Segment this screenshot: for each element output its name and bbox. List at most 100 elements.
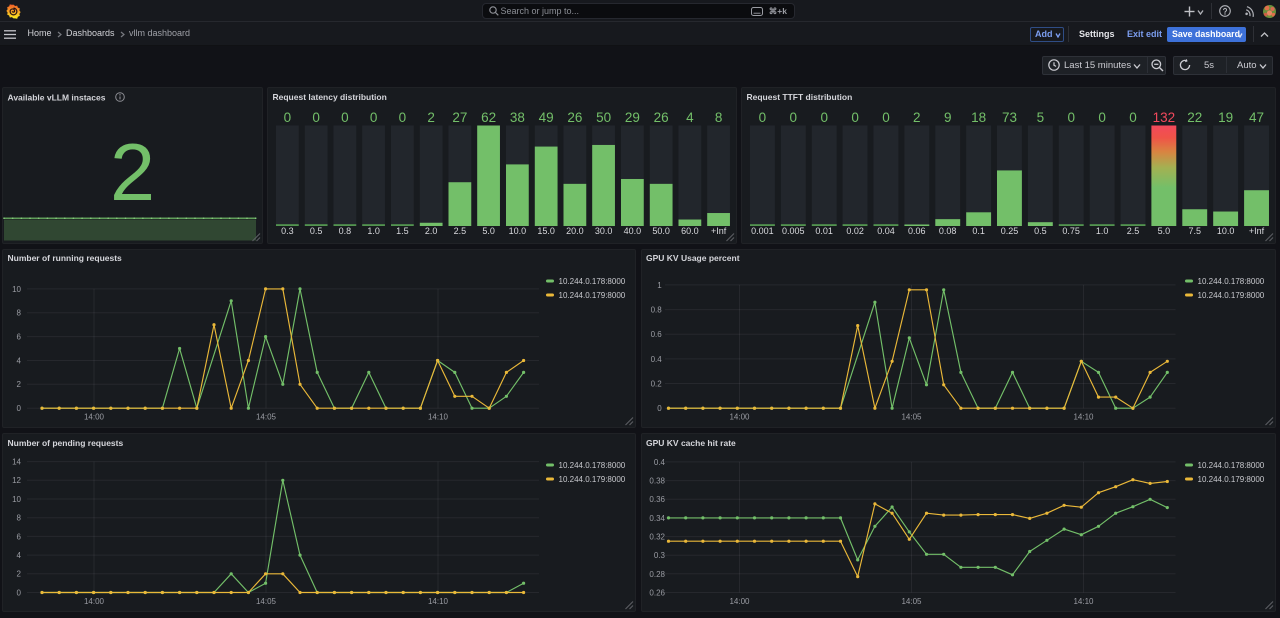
- svg-text:0.2: 0.2: [650, 379, 662, 388]
- svg-text:+Inf: +Inf: [711, 226, 727, 236]
- svg-text:0.25: 0.25: [1001, 226, 1019, 236]
- svg-text:2: 2: [913, 110, 921, 125]
- svg-text:0.75: 0.75: [1062, 226, 1080, 236]
- svg-text:26: 26: [654, 110, 669, 125]
- svg-text:14:05: 14:05: [901, 597, 922, 606]
- svg-text:14:10: 14:10: [1073, 412, 1094, 421]
- svg-text:0.3: 0.3: [281, 226, 294, 236]
- svg-text:0: 0: [341, 110, 349, 125]
- svg-text:50.0: 50.0: [652, 226, 670, 236]
- svg-text:14:05: 14:05: [256, 412, 277, 421]
- svg-text:8: 8: [715, 110, 723, 125]
- svg-text:0: 0: [1067, 110, 1075, 125]
- svg-text:0: 0: [370, 110, 378, 125]
- svg-text:0: 0: [851, 110, 859, 125]
- svg-text:9: 9: [944, 110, 952, 125]
- svg-text:10.244.0.179:8000: 10.244.0.179:8000: [559, 291, 626, 300]
- svg-text:30.0: 30.0: [595, 226, 613, 236]
- svg-text:4: 4: [17, 356, 22, 365]
- svg-text:1.0: 1.0: [1096, 226, 1109, 236]
- svg-text:0.001: 0.001: [751, 226, 774, 236]
- svg-text:14:10: 14:10: [428, 597, 449, 606]
- svg-text:14:00: 14:00: [729, 412, 750, 421]
- svg-text:14:00: 14:00: [84, 597, 105, 606]
- svg-text:22: 22: [1187, 110, 1202, 125]
- svg-text:0.005: 0.005: [782, 226, 805, 236]
- svg-text:10.244.0.178:8000: 10.244.0.178:8000: [559, 461, 626, 470]
- svg-text:7.5: 7.5: [1189, 226, 1202, 236]
- svg-text:2.0: 2.0: [425, 226, 438, 236]
- svg-text:10: 10: [12, 495, 21, 504]
- svg-text:50: 50: [596, 110, 611, 125]
- svg-text:0.5: 0.5: [310, 226, 323, 236]
- svg-text:10: 10: [12, 284, 21, 293]
- svg-text:10.244.0.178:8000: 10.244.0.178:8000: [1197, 461, 1264, 470]
- svg-text:132: 132: [1153, 110, 1176, 125]
- svg-text:2.5: 2.5: [1127, 226, 1140, 236]
- svg-text:19: 19: [1218, 110, 1233, 125]
- svg-text:14: 14: [12, 458, 21, 467]
- svg-text:0.32: 0.32: [649, 533, 665, 542]
- svg-text:4: 4: [17, 551, 22, 560]
- svg-text:5: 5: [1037, 110, 1045, 125]
- svg-text:8: 8: [17, 308, 22, 317]
- svg-text:14:05: 14:05: [901, 412, 922, 421]
- svg-text:0.8: 0.8: [339, 226, 352, 236]
- svg-text:47: 47: [1249, 110, 1264, 125]
- svg-text:6: 6: [17, 332, 22, 341]
- svg-text:40.0: 40.0: [624, 226, 642, 236]
- svg-text:0: 0: [1098, 110, 1106, 125]
- svg-text:26: 26: [567, 110, 582, 125]
- svg-text:5.0: 5.0: [1158, 226, 1171, 236]
- svg-text:0: 0: [759, 110, 767, 125]
- svg-text:2: 2: [427, 110, 435, 125]
- svg-text:0: 0: [17, 588, 22, 597]
- svg-text:2: 2: [17, 380, 22, 389]
- svg-text:0.01: 0.01: [815, 226, 833, 236]
- svg-text:0: 0: [657, 404, 662, 413]
- svg-text:0: 0: [399, 110, 407, 125]
- svg-text:0.36: 0.36: [649, 495, 665, 504]
- svg-text:27: 27: [452, 110, 467, 125]
- svg-text:0.38: 0.38: [649, 477, 665, 486]
- svg-text:29: 29: [625, 110, 640, 125]
- svg-text:0.02: 0.02: [846, 226, 864, 236]
- svg-text:14:10: 14:10: [1073, 597, 1094, 606]
- svg-text:60.0: 60.0: [681, 226, 699, 236]
- svg-text:20.0: 20.0: [566, 226, 584, 236]
- svg-text:10.244.0.178:8000: 10.244.0.178:8000: [559, 277, 626, 286]
- svg-text:6: 6: [17, 532, 22, 541]
- svg-text:0.26: 0.26: [649, 588, 665, 597]
- svg-text:73: 73: [1002, 110, 1017, 125]
- svg-text:0: 0: [790, 110, 798, 125]
- svg-text:1: 1: [657, 280, 662, 289]
- svg-text:18: 18: [971, 110, 986, 125]
- svg-text:10.0: 10.0: [1217, 226, 1235, 236]
- svg-text:0.08: 0.08: [939, 226, 957, 236]
- svg-text:0: 0: [882, 110, 890, 125]
- svg-text:0.3: 0.3: [653, 551, 665, 560]
- svg-text:14:05: 14:05: [256, 597, 277, 606]
- svg-text:0.1: 0.1: [972, 226, 985, 236]
- svg-text:0.4: 0.4: [650, 354, 662, 363]
- svg-text:12: 12: [12, 476, 21, 485]
- svg-text:0: 0: [17, 404, 22, 413]
- svg-text:15.0: 15.0: [537, 226, 555, 236]
- svg-text:0.8: 0.8: [650, 305, 662, 314]
- svg-text:0.04: 0.04: [877, 226, 895, 236]
- svg-text:0.28: 0.28: [649, 570, 665, 579]
- svg-text:4: 4: [686, 110, 694, 125]
- svg-text:38: 38: [510, 110, 525, 125]
- svg-text:10.244.0.178:8000: 10.244.0.178:8000: [1197, 277, 1264, 286]
- svg-text:10.244.0.179:8000: 10.244.0.179:8000: [559, 475, 626, 484]
- svg-text:62: 62: [481, 110, 496, 125]
- svg-text:14:00: 14:00: [84, 412, 105, 421]
- svg-text:0.6: 0.6: [650, 330, 662, 339]
- svg-text:2.5: 2.5: [454, 226, 467, 236]
- svg-text:8: 8: [17, 514, 22, 523]
- svg-text:5.0: 5.0: [482, 226, 495, 236]
- svg-text:+Inf: +Inf: [1249, 226, 1265, 236]
- svg-text:10.244.0.179:8000: 10.244.0.179:8000: [1197, 291, 1264, 300]
- svg-text:10.0: 10.0: [509, 226, 527, 236]
- svg-text:0.34: 0.34: [649, 514, 665, 523]
